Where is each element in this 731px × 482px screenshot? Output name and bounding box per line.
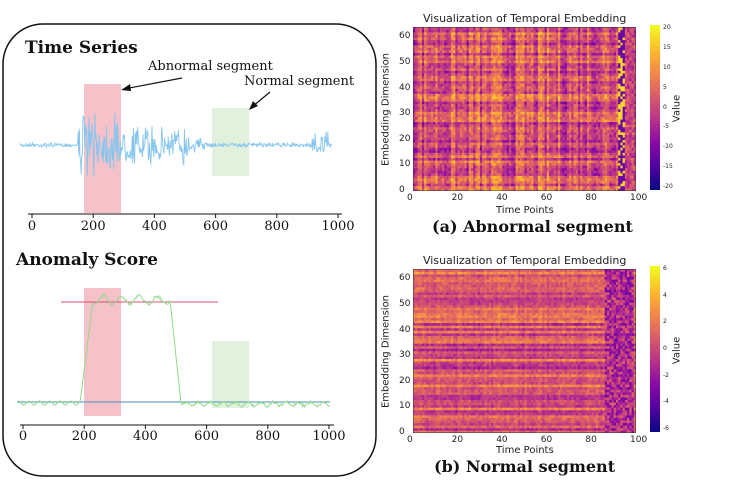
heatmap-a-cbar-label: Value — [671, 94, 683, 123]
heatmap-b-x-tick: 20 — [451, 435, 464, 445]
heatmap-a-colorbar — [650, 25, 660, 190]
abnormal-arrow — [123, 77, 183, 90]
heatmap-b-title: Visualization of Temporal Embedding — [423, 254, 627, 267]
as-x-tick-label: 800 — [255, 429, 281, 444]
heatmap-b-y-tick: 0 — [399, 427, 405, 437]
heatmap-a — [413, 27, 636, 191]
ts-x-tick-label: 400 — [141, 219, 167, 234]
heatmap-a-title: Visualization of Temporal Embedding — [423, 12, 627, 25]
abnormal-arrowhead — [121, 84, 131, 91]
abnormal-region-as — [84, 288, 121, 416]
heatmap-b-cbar-tick: 0 — [663, 345, 667, 352]
heatmap-b-x-tick: 40 — [496, 435, 508, 445]
heatmap-b-y-tick: 40 — [399, 324, 411, 335]
heatmap-a-x-tick: 40 — [496, 193, 508, 203]
heatmap-a-y-tick: 0 — [399, 185, 405, 195]
heatmap-a-x-tick: 60 — [540, 193, 553, 203]
heatmap-a-xlabel: Time Points — [496, 205, 554, 216]
heatmap-a-y-tick: 40 — [399, 82, 411, 93]
heatmap-a-x-tick: 0 — [407, 193, 413, 203]
as-x-tick-label: 200 — [71, 429, 97, 444]
heatmap-a-cbar-tick: -15 — [663, 163, 673, 171]
heatmap-b-cbar-tick: -2 — [663, 371, 669, 379]
anomaly-score-line — [17, 293, 331, 409]
heatmap-a-cbar-tick: 15 — [663, 43, 671, 51]
heatmap-a-cbar-tick: 5 — [663, 83, 667, 91]
heatmap-b-y-tick: 30 — [399, 350, 411, 361]
heatmap-a-x-tick: 100 — [630, 193, 648, 203]
normal-region-as — [212, 341, 249, 408]
heatmap-a-ylabel: Embedding Dimension — [380, 52, 392, 167]
time-series-title: Time Series — [25, 38, 138, 58]
heatmap-b-x-tick: 100 — [630, 435, 648, 445]
heatmap-b-cbar-label: Value — [671, 336, 683, 365]
heatmap-a-y-tick: 60 — [399, 31, 411, 42]
as-x-tick-label: 1000 — [312, 429, 346, 444]
heatmap-b-y-tick: 10 — [399, 401, 411, 412]
heatmap-a-y-tick: 20 — [399, 133, 411, 144]
heatmap-a-cbar-tick: -5 — [663, 123, 669, 131]
time-series-line — [19, 113, 333, 177]
heatmap-b-y-tick: 60 — [399, 273, 411, 284]
as-x-tick-label: 0 — [18, 429, 28, 444]
heatmap-b-cbar-tick: 4 — [663, 291, 667, 299]
heatmap-b-cbar-tick: 6 — [663, 265, 667, 272]
heatmap-a-cbar-tick: 10 — [663, 63, 671, 71]
caption-b: (b) Normal segment — [434, 457, 616, 476]
normal-region-ts — [212, 108, 249, 176]
heatmap-b-cbar-tick: -4 — [663, 398, 669, 406]
heatmap-a-cbar-tick: -10 — [663, 143, 673, 151]
ts-x-tick-label: 0 — [27, 219, 37, 234]
caption-a: (a) Abnormal segment — [432, 217, 633, 236]
heatmap-a-cbar-tick: 0 — [663, 103, 667, 111]
heatmap-b-x-tick: 80 — [585, 435, 597, 445]
normal-segment-label: Normal segment — [244, 74, 355, 89]
abnormal-segment-label: Abnormal segment — [148, 59, 273, 74]
as-x-tick-label: 600 — [194, 429, 220, 444]
ts-x-tick-label: 800 — [264, 219, 290, 234]
heatmap-b-xlabel: Time Points — [496, 445, 554, 456]
normal-arrowhead — [249, 101, 258, 110]
heatmap-b-cbar-tick: -6 — [663, 425, 669, 432]
ts-x-tick-label: 1000 — [321, 219, 355, 234]
heatmap-a-x-tick: 80 — [585, 193, 597, 203]
heatmap-b-x-tick: 60 — [540, 435, 553, 445]
heatmap-a-x-tick: 20 — [451, 193, 464, 203]
heatmap-a-y-tick: 10 — [399, 159, 411, 170]
heatmap-b — [413, 269, 636, 433]
heatmap-b-y-tick: 20 — [399, 375, 411, 386]
heatmap-a-y-tick: 30 — [399, 108, 411, 119]
heatmap-a-cbar-tick: 20 — [663, 24, 671, 31]
ts-x-tick-label: 200 — [80, 219, 106, 234]
as-x-tick-label: 400 — [132, 429, 158, 444]
ts-x-tick-label: 600 — [203, 219, 229, 234]
anomaly-score-title: Anomaly Score — [16, 250, 158, 270]
heatmap-b-ylabel: Embedding Dimension — [380, 294, 392, 409]
heatmap-a-cbar-tick: -20 — [663, 183, 673, 190]
heatmap-a-y-tick: 50 — [399, 56, 411, 67]
heatmap-b-x-tick: 0 — [407, 435, 413, 445]
heatmap-b-cbar-tick: 2 — [663, 318, 667, 326]
heatmap-b-y-tick: 50 — [399, 298, 411, 309]
heatmap-b-colorbar — [650, 266, 660, 432]
